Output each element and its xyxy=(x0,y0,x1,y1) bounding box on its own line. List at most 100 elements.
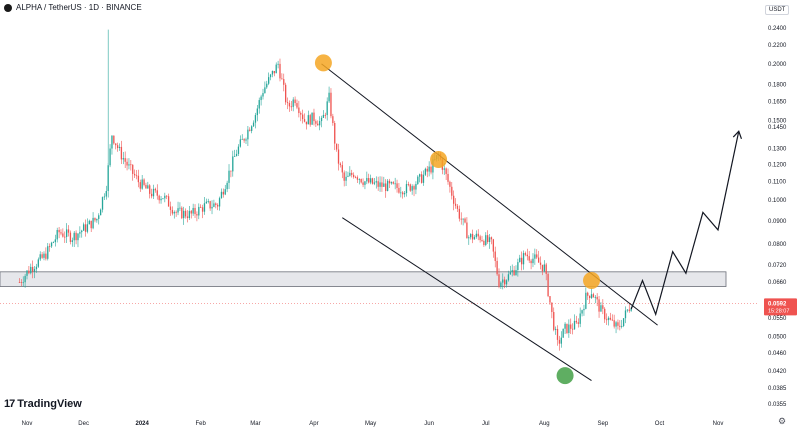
candle-down xyxy=(549,296,551,305)
candles-layer xyxy=(18,29,632,351)
candle-body xyxy=(524,253,527,255)
candle-up xyxy=(81,229,83,238)
candle-body xyxy=(596,296,598,300)
candle-up xyxy=(101,196,104,213)
x-tick-label: Nov xyxy=(713,421,724,427)
tradingview-logo[interactable]: 17 TradingView xyxy=(4,398,82,410)
candle-down xyxy=(249,127,251,132)
candle-body xyxy=(362,182,364,185)
candle-body xyxy=(292,99,294,107)
candle-body xyxy=(343,172,345,181)
candle-body xyxy=(71,240,73,242)
candle-down xyxy=(609,312,612,321)
candle-up xyxy=(198,203,200,220)
candle-up xyxy=(615,320,617,334)
candle-up xyxy=(241,134,243,140)
candle-body xyxy=(407,184,410,185)
candle-body xyxy=(502,279,504,283)
candle-down xyxy=(413,184,415,197)
candle-down xyxy=(588,295,591,304)
candle-up xyxy=(534,248,536,265)
candle-up xyxy=(568,319,570,338)
candle-up xyxy=(403,190,406,198)
candle-up xyxy=(162,198,164,200)
candle-down xyxy=(45,247,47,261)
candle-up xyxy=(50,241,53,248)
time-axis[interactable]: Nov Dec 2024 Feb Mar Apr May Jun Jul Aug Sep Oct Nov xyxy=(22,421,724,427)
candle-body xyxy=(69,232,72,242)
candle-body xyxy=(492,239,494,252)
candle-body xyxy=(560,337,562,344)
price-axis[interactable]: 0.2400 0.2200 0.2000 0.1800 0.1650 0.15000.14… xyxy=(768,26,787,408)
candle-down xyxy=(145,182,147,189)
candle-body xyxy=(328,92,330,102)
candle-down xyxy=(150,188,153,199)
candle-body xyxy=(611,319,613,321)
candle-body xyxy=(571,328,574,330)
candle-body xyxy=(356,177,359,180)
candle-body xyxy=(377,181,379,187)
candle-body xyxy=(279,63,281,79)
candle-body xyxy=(449,181,451,187)
candle-body xyxy=(252,122,255,127)
candle-down xyxy=(130,159,132,171)
candle-down xyxy=(41,252,43,259)
candle-body xyxy=(154,188,157,191)
support-zone-layer xyxy=(0,271,757,304)
candle-down xyxy=(539,256,542,270)
candle-up xyxy=(583,304,585,316)
candle-up xyxy=(88,219,90,225)
candle-down xyxy=(371,177,374,185)
x-tick-label: May xyxy=(365,421,376,427)
candle-up xyxy=(320,115,323,128)
candle-body xyxy=(171,209,174,214)
candle-body xyxy=(619,325,621,327)
candle-down xyxy=(309,113,311,127)
candle-down xyxy=(124,151,126,168)
candle-down xyxy=(284,82,287,105)
candle-up xyxy=(415,181,417,195)
currency-selector[interactable]: USDT xyxy=(765,5,790,15)
candle-down xyxy=(392,181,394,185)
candle-down xyxy=(64,231,66,243)
candle-body xyxy=(332,116,334,123)
candle-body xyxy=(254,115,257,123)
candle-body xyxy=(135,175,138,177)
candle-body xyxy=(41,254,43,258)
y-tick-label: 0.1500 xyxy=(768,118,787,124)
candle-body xyxy=(556,328,559,340)
candle-down xyxy=(587,291,589,300)
candle-up xyxy=(122,151,124,165)
candle-body xyxy=(566,323,568,334)
candle-up xyxy=(226,180,228,193)
candle-down xyxy=(132,164,134,181)
candle-down xyxy=(362,178,364,188)
candle-body xyxy=(579,313,581,324)
candle-down xyxy=(596,293,598,307)
candle-up xyxy=(470,233,472,240)
candle-body xyxy=(545,264,547,274)
candle-up xyxy=(141,174,143,190)
candle-up xyxy=(235,149,238,157)
candle-body xyxy=(487,235,489,243)
candle-up xyxy=(269,73,272,81)
candle-body xyxy=(392,182,394,184)
y-tick-label: 0.0420 xyxy=(768,369,787,375)
candle-down xyxy=(352,172,355,179)
candle-body xyxy=(352,174,355,177)
candle-down xyxy=(28,265,30,275)
candle-up xyxy=(30,263,32,275)
candle-down xyxy=(464,217,466,224)
candle-down xyxy=(303,113,306,123)
candle-body xyxy=(349,172,351,176)
candle-up xyxy=(594,295,596,304)
settings-gear-icon[interactable]: ⚙ xyxy=(778,416,787,426)
candle-up xyxy=(22,276,24,287)
candle-up xyxy=(252,120,255,127)
candle-body xyxy=(196,214,198,216)
candle-body xyxy=(241,138,243,140)
y-tick-label: 0.2000 xyxy=(768,62,787,68)
symbol-header[interactable]: ALPHA / TetherUS · 1D · BINANCE xyxy=(4,3,142,12)
